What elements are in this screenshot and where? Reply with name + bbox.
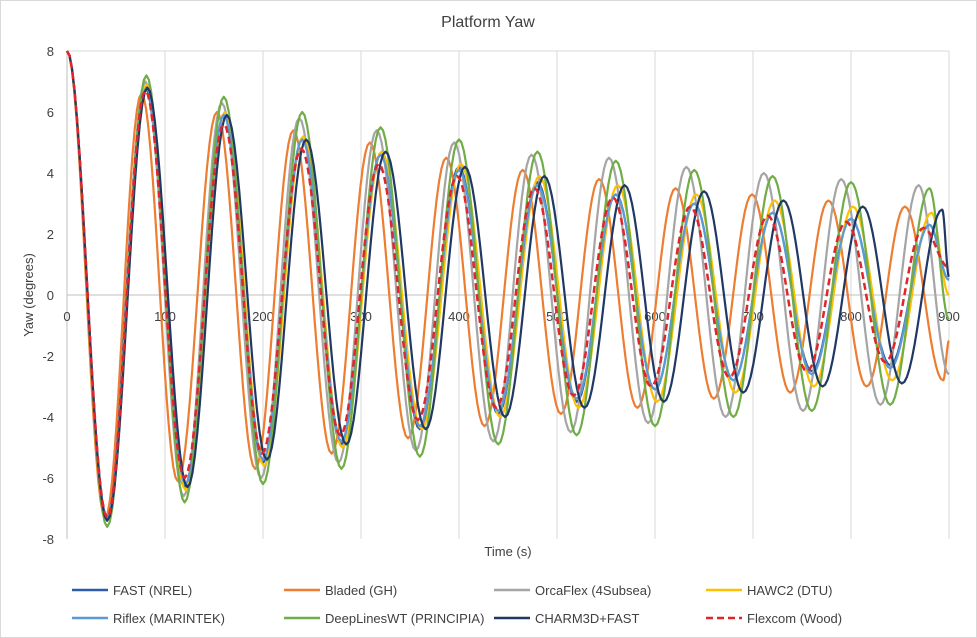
y-tick-label: -2 [42,349,54,364]
y-axis-title: Yaw (degrees) [21,253,36,337]
y-tick-label: -4 [42,410,54,425]
legend-label-7: Flexcom (Wood) [747,611,842,626]
y-tick-label: 4 [47,166,54,181]
x-tick-label: 900 [938,309,960,324]
series-line-5 [66,50,950,528]
series-lines [65,50,950,528]
legend: FAST (NREL) Bladed (GH) OrcaFlex (4Subsea)… [72,583,842,626]
series-line-7 [65,50,950,519]
x-tick-label: 0 [63,309,70,324]
x-tick-label: 400 [448,309,470,324]
x-axis-title: Time (s) [484,544,531,559]
legend-label-4: Riflex (MARINTEK) [113,611,225,626]
tick-labels: 0 100 200 300 400 500 600 700 800 900-8-6-4-20246… [42,44,959,547]
y-tick-label: 8 [47,44,54,59]
y-tick-label: 6 [47,105,54,120]
y-tick-label: 2 [47,227,54,242]
y-tick-label: -8 [42,532,54,547]
y-tick-label: -6 [42,471,54,486]
series-line-2 [66,50,950,522]
series-line-6 [66,50,950,522]
legend-label-3: HAWC2 (DTU) [747,583,832,598]
legend-label-6: CHARM3D+FAST [535,611,639,626]
legend-label-5: DeepLinesWT (PRINCIPIA) [325,611,484,626]
legend-label-1: Bladed (GH) [325,583,397,598]
axes [66,51,949,539]
legend-label-2: OrcaFlex (4Subsea) [535,583,651,598]
chart-title: Platform Yaw [441,14,535,31]
legend-label-0: FAST (NREL) [113,583,192,598]
x-tick-label: 200 [252,309,274,324]
y-tick-label: 0 [47,288,54,303]
series-line-1 [66,50,950,519]
